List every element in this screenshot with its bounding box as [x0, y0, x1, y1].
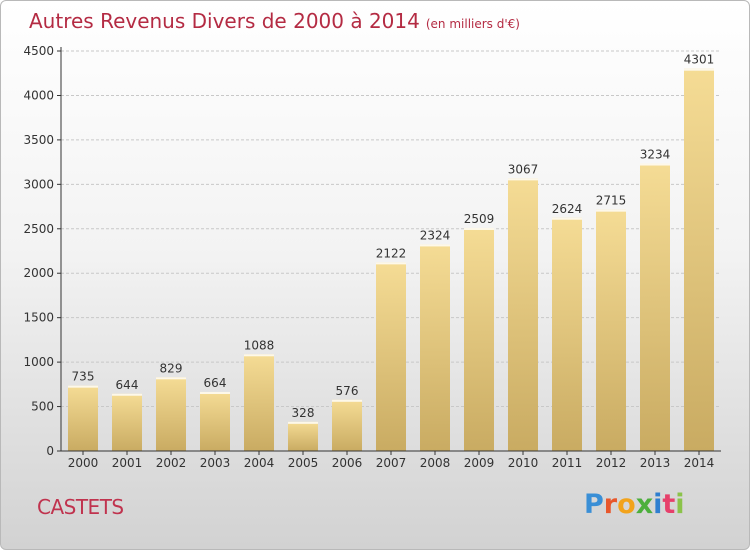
bar — [464, 227, 494, 451]
proxiti-logo[interactable]: Proxiti — [584, 489, 685, 520]
bar — [112, 393, 142, 451]
x-tick-label: 2013 — [640, 456, 671, 470]
axes: 0 500 1000 1500 2000 2500 3000 3500 4000 4500 2000… — [23, 44, 721, 470]
logo-letter: x — [635, 489, 654, 520]
bar — [376, 262, 406, 451]
bar-chart: 735 644 829 664 1088 328 576 2122 2324 2509 3067 26… — [23, 44, 721, 470]
chart-title: Autres Revenus Divers de 2000 à 2014 (en … — [29, 9, 520, 33]
bar — [288, 421, 318, 451]
x-tick-label: 2006 — [332, 456, 363, 470]
data-label: 2624 — [552, 202, 583, 216]
data-label: 735 — [72, 370, 95, 384]
data-label: 2509 — [464, 212, 495, 226]
bar — [552, 217, 582, 451]
data-label: 2715 — [596, 194, 627, 208]
bar — [332, 399, 362, 451]
data-label: 644 — [116, 378, 139, 392]
data-label: 664 — [204, 376, 227, 390]
chart-title-text: Autres Revenus Divers de 2000 à 2014 — [29, 9, 420, 33]
x-tick-label: 2000 — [68, 456, 99, 470]
logo-letter: P — [584, 489, 604, 520]
data-label: 3067 — [508, 162, 539, 176]
bar-highlight — [420, 244, 450, 247]
data-label: 328 — [292, 406, 315, 420]
bar-highlight — [68, 385, 98, 388]
x-tick-label: 2001 — [112, 456, 143, 470]
bar — [684, 68, 714, 451]
bar — [244, 354, 274, 451]
chart-subtitle: (en milliers d'€) — [425, 17, 520, 31]
data-label: 2324 — [420, 228, 451, 242]
data-label: 1088 — [244, 338, 275, 352]
data-label: 2122 — [376, 246, 407, 260]
y-tick-label: 0 — [46, 444, 54, 458]
bar-highlight — [112, 393, 142, 396]
bar-highlight — [640, 163, 670, 166]
data-label: 3234 — [640, 148, 671, 162]
x-tick-label: 2008 — [420, 456, 451, 470]
bar-highlight — [684, 68, 714, 71]
x-tick-label: 2002 — [156, 456, 187, 470]
y-tick-label: 3000 — [23, 177, 54, 191]
x-tick-label: 2007 — [376, 456, 407, 470]
bars: 735 644 829 664 1088 328 576 2122 2324 2509 3067 26… — [68, 53, 715, 452]
bar-highlight — [464, 227, 494, 230]
y-tick-label: 2500 — [23, 222, 54, 236]
bar — [156, 377, 186, 451]
bar — [68, 385, 98, 451]
y-tick-label: 4000 — [23, 88, 54, 102]
logo-letter: o — [617, 489, 636, 520]
y-tick-label: 1000 — [23, 355, 54, 369]
x-tick-label: 2009 — [464, 456, 495, 470]
x-tick-label: 2005 — [288, 456, 319, 470]
logo-letter: r — [603, 489, 618, 520]
bar-highlight — [332, 399, 362, 402]
x-tick-label: 2012 — [596, 456, 627, 470]
bar — [596, 209, 626, 451]
y-tick-label: 3500 — [23, 133, 54, 147]
bar-highlight — [596, 209, 626, 212]
bar — [200, 391, 230, 451]
bar-highlight — [552, 217, 582, 220]
x-tick-label: 2011 — [552, 456, 583, 470]
x-tick-label: 2010 — [508, 456, 539, 470]
y-tick-label: 1500 — [23, 311, 54, 325]
bar-highlight — [200, 391, 230, 394]
data-label: 4301 — [684, 53, 715, 67]
place-name: CASTETS — [37, 495, 124, 519]
data-label: 829 — [160, 361, 183, 375]
bar-highlight — [376, 262, 406, 265]
data-label: 576 — [336, 384, 359, 398]
x-tick-label: 2003 — [200, 456, 231, 470]
y-tick-label: 2000 — [23, 266, 54, 280]
y-tick-label: 4500 — [23, 44, 54, 58]
bar-highlight — [156, 377, 186, 380]
logo-letter: i — [653, 489, 663, 520]
bar-highlight — [288, 421, 318, 424]
bar-highlight — [508, 178, 538, 181]
x-tick-label: 2014 — [684, 456, 715, 470]
bar — [640, 163, 670, 452]
logo-letter: t — [662, 489, 676, 520]
bar — [508, 178, 538, 451]
y-tick-label: 500 — [31, 400, 54, 414]
x-tick-label: 2004 — [244, 456, 275, 470]
bar — [420, 244, 450, 451]
logo-letter: i — [675, 489, 685, 520]
bar-highlight — [244, 354, 274, 357]
